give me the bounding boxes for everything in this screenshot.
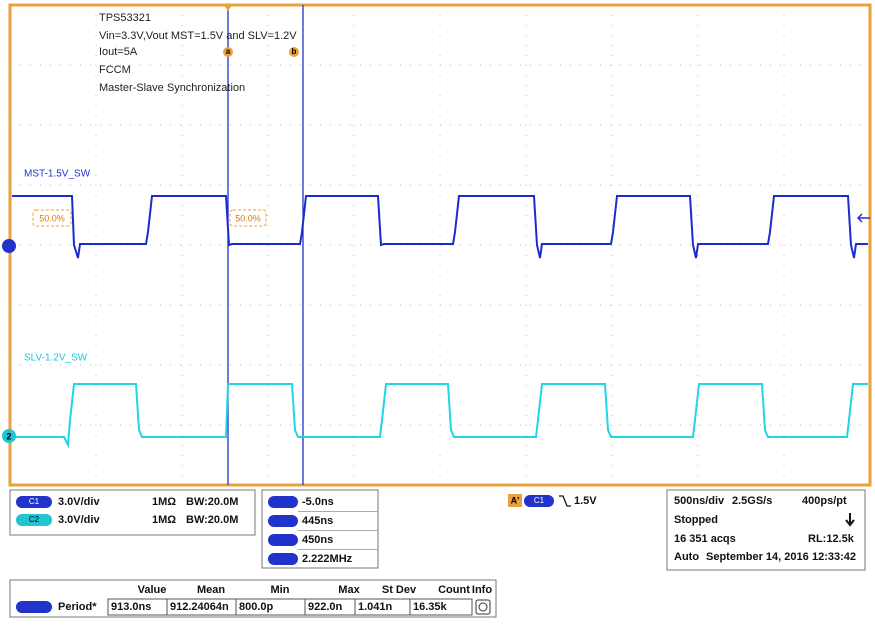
cursor-badge[interactable] <box>268 515 298 527</box>
cursor-value: 445ns <box>302 515 333 527</box>
ch1-trace <box>12 195 868 259</box>
date: September 14, 2016 <box>706 551 809 563</box>
ch1-badge[interactable] <box>16 496 52 508</box>
cursor-badge[interactable] <box>268 553 298 565</box>
ch2-bandwidth: BW:20.0M <box>186 514 238 526</box>
cell <box>409 598 473 616</box>
level-label: 50.0% <box>235 213 261 223</box>
annotation: Iout=5A <box>99 46 138 58</box>
trigger-badge <box>508 494 522 507</box>
ch2-label: SLV-1.2V_SW <box>24 353 88 364</box>
ch2-scale: 3.0V/div <box>58 514 100 526</box>
timebase: 500ns/div <box>674 495 725 507</box>
stop-icon <box>845 513 855 527</box>
annotation: TPS53321 <box>99 12 151 24</box>
cursor-rows: -5.0ns 445ns 450ns 2.222MHz <box>268 496 378 565</box>
meas-badge[interactable] <box>16 601 52 613</box>
cursor-b-badge <box>289 47 299 57</box>
column-header: Count <box>438 584 470 596</box>
column-header: Info <box>472 584 492 596</box>
acquisition-panel <box>666 489 866 571</box>
trigger-source: C1 <box>534 496 545 505</box>
column-header: Min <box>271 584 290 596</box>
trigger-level <box>856 213 870 223</box>
sample-rate: 2.5GS/s <box>732 495 772 507</box>
level-label: 50.0% <box>39 213 65 223</box>
edge-icon <box>559 495 571 507</box>
column-header: Max <box>338 584 360 596</box>
cursor-b-label: b <box>292 47 297 56</box>
info-icon <box>478 602 488 612</box>
ch1-ground <box>2 239 16 253</box>
cell-value: 16.35k <box>413 601 448 613</box>
acqs: 16 351 acqs <box>674 533 736 545</box>
cell-value: 1.041n <box>358 601 393 613</box>
cursor-value: 2.222MHz <box>302 553 353 565</box>
cursor-badge[interactable] <box>268 534 298 546</box>
ch1-bandwidth: BW:20.0M <box>186 496 238 508</box>
trigger-source-badge[interactable] <box>524 495 554 507</box>
cell-value: 800.0p <box>239 601 274 613</box>
ch1-impedance: 1MΩ <box>152 496 176 508</box>
meas-name: Period* <box>58 601 97 613</box>
ch2-marker: 2 <box>6 431 11 441</box>
level-box <box>32 209 72 227</box>
time: 12:33:42 <box>812 551 856 563</box>
cursor-badge[interactable] <box>268 496 298 508</box>
ch1-label: MST-1.5V_SW <box>24 169 91 180</box>
cell-value: 922.0n <box>308 601 343 613</box>
annotation: Vin=3.3V,Vout MST=1.5V and SLV=1.2V <box>99 30 297 42</box>
channel-panel <box>9 489 256 536</box>
info-button[interactable] <box>475 599 491 615</box>
ch2-ground <box>2 429 16 443</box>
trigger-pos <box>224 5 232 11</box>
cursor-a-label: a <box>226 47 231 56</box>
resolution: 400ps/pt <box>802 495 847 507</box>
ch1-badge-text: C1 <box>29 497 40 506</box>
cursor-value: 450ns <box>302 534 333 546</box>
annotation: FCCM <box>99 64 131 76</box>
column-header: Value <box>138 584 167 596</box>
annotation: Master-Slave Synchronization <box>99 82 245 94</box>
measurement-table: Value Mean Min Max St Dev Count Info 913.0ns 912… <box>107 584 492 616</box>
ch2-badge-text: C2 <box>29 515 40 524</box>
cell-value: 912.24064n <box>170 601 229 613</box>
trigger-badge-text: A' <box>511 495 520 505</box>
trigger-level-text: 1.5V <box>574 495 597 507</box>
grid <box>10 5 870 485</box>
state: Stopped <box>674 514 718 526</box>
mode: Auto <box>674 551 699 563</box>
ch2-impedance: 1MΩ <box>152 514 176 526</box>
cell-value: 913.0ns <box>111 601 151 613</box>
level-box <box>229 209 267 227</box>
ch2-trace <box>12 383 868 449</box>
column-header: Mean <box>197 584 225 596</box>
record-length: RL:12.5k <box>808 533 855 545</box>
ch2-badge[interactable] <box>16 514 52 526</box>
ch1-scale: 3.0V/div <box>58 496 100 508</box>
cursor-value: -5.0ns <box>302 496 334 508</box>
cursor-a-badge <box>223 47 233 57</box>
column-header: St Dev <box>382 584 417 596</box>
